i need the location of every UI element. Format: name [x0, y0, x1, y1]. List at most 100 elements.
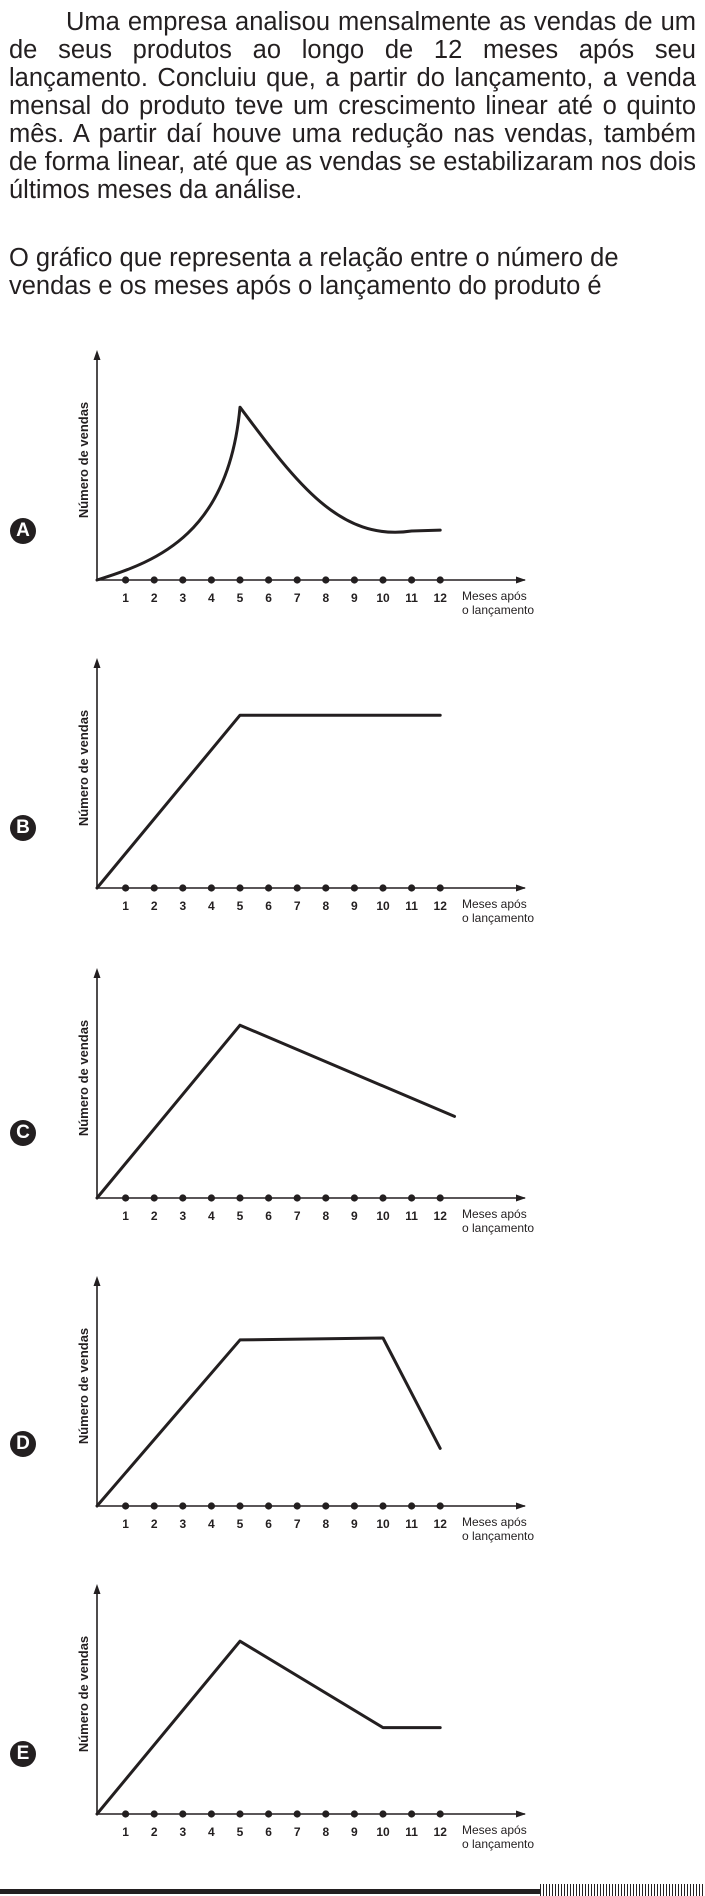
tick-label: 7 — [294, 591, 301, 605]
tick-dot — [265, 884, 273, 892]
tick-dot — [436, 1810, 444, 1818]
x-axis-label-line2: o lançamento — [462, 1837, 534, 1851]
tick-label: 6 — [265, 591, 272, 605]
x-axis-arrow — [516, 576, 526, 584]
tick-label: 1 — [122, 591, 129, 605]
tick-label: 1 — [122, 1825, 129, 1839]
question-paragraph-1: Uma empresa analisou mensalmente as vend… — [9, 8, 696, 204]
tick-label: 11 — [405, 1517, 418, 1531]
tick-label: 12 — [434, 591, 448, 605]
tick-label: 5 — [237, 1517, 244, 1531]
tick-dot — [436, 884, 444, 892]
tick-dot — [322, 1810, 330, 1818]
tick-label: 8 — [322, 591, 329, 605]
tick-label: 5 — [237, 1825, 244, 1839]
tick-label: 9 — [351, 899, 358, 913]
option-b[interactable]: B Número de vendas 1 2 3 4 5 6 7 8 9 10 11 12 Meses ap… — [0, 648, 705, 948]
tick-label: 2 — [151, 591, 158, 605]
tick-dot — [236, 576, 244, 584]
x-axis-label-line2: o lançamento — [462, 603, 534, 617]
tick-label: 9 — [351, 1517, 358, 1531]
tick-label: 11 — [405, 899, 418, 913]
tick-label: 1 — [122, 1209, 129, 1223]
x-axis-label-line1: Meses após — [462, 589, 527, 603]
tick-label: 12 — [434, 1209, 448, 1223]
tick-label: 10 — [376, 899, 390, 913]
tick-dot — [150, 1502, 158, 1510]
tick-dot — [436, 1502, 444, 1510]
tick-dot — [322, 884, 330, 892]
x-axis-label-line1: Meses após — [462, 1823, 527, 1837]
tick-dot — [293, 1502, 301, 1510]
tick-dot — [236, 1502, 244, 1510]
tick-dot — [436, 576, 444, 584]
data-line — [95, 405, 442, 582]
tick-label: 6 — [265, 1517, 272, 1531]
option-d[interactable]: D Número de vendas 1 2 3 4 5 6 7 8 9 10 11 12 Meses ap… — [0, 1266, 705, 1566]
tick-dot — [122, 1810, 130, 1818]
x-axis-label-line2: o lançamento — [462, 1529, 534, 1543]
tick-dot — [265, 1502, 273, 1510]
tick-dot — [150, 1194, 158, 1202]
tick-label: 7 — [294, 1517, 301, 1531]
x-axis-label-line1: Meses após — [462, 897, 527, 911]
tick-dot — [322, 1194, 330, 1202]
tick-label: 7 — [294, 1825, 301, 1839]
tick-label: 12 — [434, 1517, 448, 1531]
tick-label: 10 — [376, 591, 390, 605]
tick-label: 1 — [122, 1517, 129, 1531]
tick-dot — [293, 1810, 301, 1818]
option-a[interactable]: A Número de vendas 1 2 3 4 5 6 7 8 9 10 11 12 Meses ap… — [0, 340, 705, 640]
tick-label: 4 — [208, 591, 215, 605]
tick-dot — [179, 576, 187, 584]
tick-label: 3 — [179, 1209, 186, 1223]
x-axis-arrow — [516, 1810, 526, 1818]
tick-dot — [150, 884, 158, 892]
tick-dot — [150, 1810, 158, 1818]
tick-dot — [179, 1502, 187, 1510]
tick-dot — [236, 1810, 244, 1818]
tick-label: 5 — [237, 591, 244, 605]
tick-dot — [179, 1810, 187, 1818]
tick-label: 2 — [151, 1825, 158, 1839]
x-axis-label-line2: o lançamento — [462, 1221, 534, 1235]
y-axis-label: Número de vendas — [76, 1328, 91, 1444]
tick-dot — [265, 1810, 273, 1818]
x-axis-label-line1: Meses após — [462, 1207, 527, 1221]
tick-label: 12 — [434, 1825, 448, 1839]
y-axis-arrow — [93, 658, 101, 668]
tick-dot — [207, 1194, 215, 1202]
y-axis-label: Número de vendas — [76, 710, 91, 826]
tick-label: 8 — [322, 1209, 329, 1223]
tick-label: 2 — [151, 899, 158, 913]
option-c[interactable]: C Número de vendas 1 2 3 4 5 6 7 8 9 10 11 12 Meses ap… — [0, 958, 705, 1258]
tick-dot — [322, 576, 330, 584]
tick-label: 3 — [179, 1517, 186, 1531]
tick-dot — [408, 1502, 416, 1510]
y-axis-arrow — [93, 1584, 101, 1594]
tick-dot — [293, 1194, 301, 1202]
tick-dot — [236, 884, 244, 892]
tick-label: 4 — [208, 1825, 215, 1839]
tick-dot — [122, 884, 130, 892]
tick-label: 6 — [265, 899, 272, 913]
tick-dot — [350, 884, 358, 892]
y-axis-label: Número de vendas — [76, 402, 91, 518]
option-e[interactable]: E Número de vendas 1 2 3 4 5 6 7 8 9 10 11 12 Meses ap… — [0, 1574, 705, 1874]
option-letter-badge: C — [10, 1120, 36, 1146]
tick-dot — [379, 576, 387, 584]
data-line — [95, 1639, 442, 1816]
tick-label: 9 — [351, 591, 358, 605]
tick-label: 3 — [179, 899, 186, 913]
tick-dot — [207, 884, 215, 892]
tick-label: 11 — [405, 1209, 418, 1223]
tick-dot — [122, 576, 130, 584]
tick-label: 6 — [265, 1825, 272, 1839]
option-letter-badge: E — [10, 1741, 36, 1767]
tick-label: 6 — [265, 1209, 272, 1223]
tick-label: 4 — [208, 1209, 215, 1223]
tick-label: 2 — [151, 1209, 158, 1223]
